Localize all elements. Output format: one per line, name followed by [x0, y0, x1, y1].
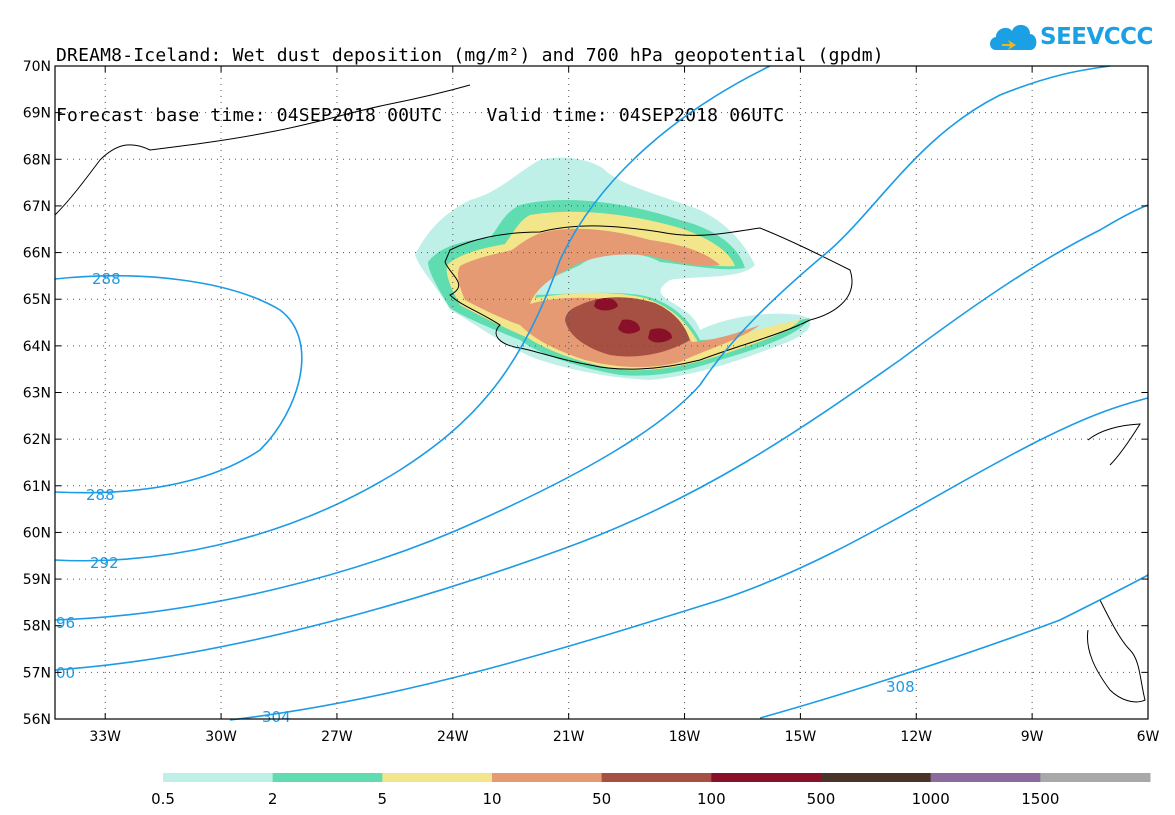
contour-label: 292	[90, 554, 119, 572]
color-bar-label: 500	[807, 790, 836, 808]
scotland-coast	[1086, 599, 1146, 703]
contour-308	[759, 574, 1149, 719]
color-bar-label: 50	[592, 790, 611, 808]
greenland-coast	[54, 84, 471, 216]
lat-label: 61N	[23, 479, 51, 495]
contour-292	[54, 65, 771, 562]
color-bar-label: 5	[378, 790, 388, 808]
lat-label: 67N	[23, 199, 51, 215]
lon-label: 33W	[89, 729, 121, 745]
lat-label: 70N	[23, 59, 51, 75]
contour-label: 308	[886, 678, 915, 696]
lat-label: 58N	[23, 619, 51, 635]
color-bar-bin	[382, 773, 493, 782]
contour-label: 96	[56, 614, 75, 632]
contour-label: 288	[86, 486, 115, 504]
lat-label: 56N	[23, 712, 51, 728]
graticule	[55, 65, 1149, 720]
color-bar-label: 100	[697, 790, 726, 808]
color-bar-bin	[163, 773, 274, 782]
lat-label: 68N	[23, 152, 51, 168]
lat-label: 66N	[23, 246, 51, 262]
map-title: DREAM8-Iceland: Wet dust deposition (mg/…	[56, 6, 884, 146]
lat-label: 63N	[23, 386, 51, 402]
contour-304	[229, 397, 1149, 721]
dust-deposition-shading	[415, 157, 811, 380]
color-bar-bin	[821, 773, 932, 782]
contour-288	[54, 275, 303, 494]
color-bar: 0.5 2 5 10 50 100 500 1000 1500	[151, 773, 1151, 808]
faroe-coast	[1087, 423, 1141, 466]
lat-label: 64N	[23, 339, 51, 355]
color-bar-bin	[601, 773, 712, 782]
lat-label: 60N	[23, 525, 51, 541]
title-line-2: Forecast base time: 04SEP2018 00UTC Vali…	[56, 105, 785, 126]
contour-label: 288	[92, 270, 121, 288]
cloud-icon	[990, 24, 1037, 50]
color-bar-label: 10	[482, 790, 501, 808]
color-bar-bin	[1040, 773, 1151, 782]
logo-text: SEEVCCC	[1040, 24, 1153, 50]
seevccc-logo: SEEVCCC	[988, 16, 1153, 60]
color-bar-label: 1500	[1021, 790, 1059, 808]
contour-300	[54, 204, 1149, 671]
contour-296	[54, 65, 1111, 621]
lon-label: 6W	[1137, 729, 1160, 745]
lon-label: 9W	[1021, 729, 1044, 745]
latitude-labels: 70N 69N 68N 67N 66N 65N 64N 63N 62N 61N 60N 59N 58N 5…	[23, 59, 51, 728]
geopotential-contours	[54, 65, 1149, 721]
color-bar-bin	[272, 773, 383, 782]
color-bar-bin	[930, 773, 1041, 782]
iceland-coast	[444, 225, 853, 370]
lon-label: 15W	[785, 729, 817, 745]
color-bar-label: 2	[268, 790, 278, 808]
lon-label: 24W	[437, 729, 469, 745]
color-bar-label: 1000	[912, 790, 950, 808]
color-bar-bin	[711, 773, 822, 782]
contour-label: 00	[56, 664, 75, 682]
title-line-1: DREAM8-Iceland: Wet dust deposition (mg/…	[56, 45, 884, 66]
contour-label: 304	[262, 708, 291, 726]
lon-label: 12W	[900, 729, 932, 745]
color-bar-label: 0.5	[151, 790, 175, 808]
lat-label: 69N	[23, 106, 51, 122]
coastlines	[54, 84, 1146, 703]
lon-label: 21W	[553, 729, 585, 745]
lat-label: 59N	[23, 572, 51, 588]
lat-label: 62N	[23, 432, 51, 448]
lon-label: 30W	[205, 729, 237, 745]
lat-label: 65N	[23, 292, 51, 308]
lon-label: 18W	[669, 729, 701, 745]
lat-label: 57N	[23, 665, 51, 681]
longitude-labels: 33W 30W 27W 24W 21W 18W 15W 12W 9W 6W	[89, 729, 1159, 745]
lon-label: 27W	[321, 729, 353, 745]
color-bar-bin	[492, 773, 603, 782]
